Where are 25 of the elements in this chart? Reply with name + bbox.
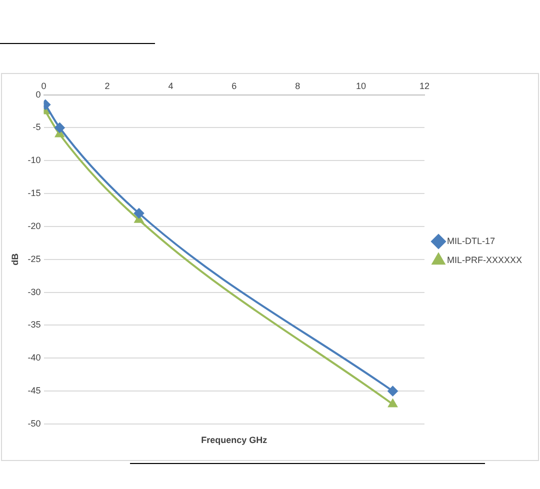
y-axis-title: dB (10, 252, 20, 266)
x-tick-label: 10 (356, 80, 366, 91)
y-tick-label: 0 (36, 89, 41, 100)
legend-label: MIL-DTL-17 (446, 236, 495, 246)
y-tick-label: -45 (28, 386, 41, 396)
point (54, 122, 65, 133)
y-tick-label: -20 (28, 220, 41, 231)
y-tick-label: -5 (32, 122, 41, 132)
y-tick-label: -35 (28, 320, 41, 330)
point (388, 399, 398, 408)
x-tick-label: 12 (419, 80, 430, 91)
x-tick-label: 6 (232, 80, 237, 91)
y-tick-label: -15 (28, 188, 41, 198)
y-tick-label: -25 (28, 254, 41, 264)
y-tick-label: -40 (28, 352, 41, 363)
x-tick-label: 8 (295, 80, 300, 91)
point (388, 386, 398, 396)
y-tick-label: -10 (28, 155, 41, 166)
point (134, 208, 144, 218)
x-tick-label: 2 (104, 80, 110, 91)
legend-label: MIL-PRF-XXXXXX (446, 254, 522, 265)
y-tick-label: -50 (28, 418, 41, 428)
x-axis-title: Frequency GHz (201, 434, 268, 445)
x-tick-label: 4 (168, 80, 174, 91)
y-tick-label: -30 (28, 286, 41, 297)
